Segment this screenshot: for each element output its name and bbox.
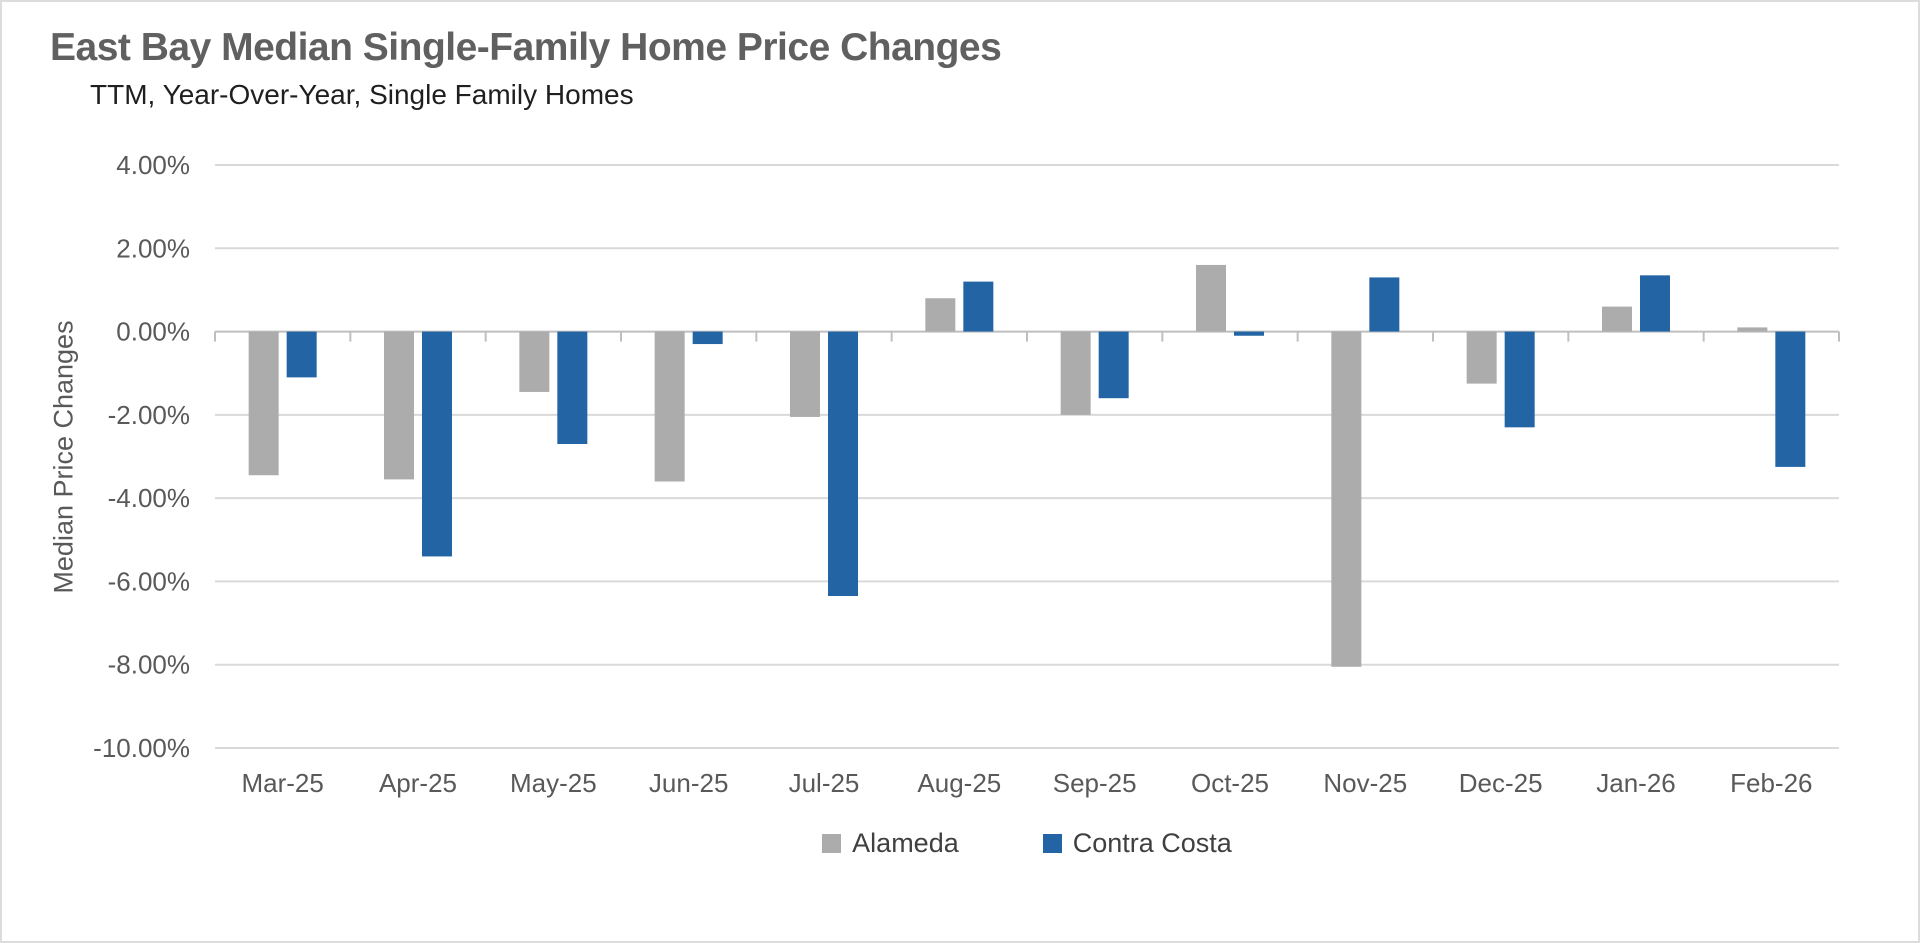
x-tick-label: Jun-25 <box>649 768 729 798</box>
bar-contra-costa-dec-25 <box>1504 331 1535 428</box>
y-tick-label: 2.00% <box>116 233 190 263</box>
bar-contra-costa-may-25 <box>557 331 588 445</box>
bar-contra-costa-jan-26 <box>1640 275 1670 332</box>
y-tick-label: -4.00% <box>108 483 190 513</box>
chart-subtitle: TTM, Year-Over-Year, Single Family Homes <box>90 79 634 110</box>
bar-contra-costa-aug-25 <box>963 281 994 332</box>
bar-alameda-sep-25 <box>1060 331 1091 415</box>
legend-item-alameda: Alameda <box>822 828 959 859</box>
x-tick-label: Mar-25 <box>241 768 323 798</box>
x-tick-label: Sep-25 <box>1053 768 1137 798</box>
legend-swatch-icon <box>1042 834 1062 853</box>
bar-contra-costa-sep-25 <box>1098 331 1129 399</box>
x-tick-label: Oct-25 <box>1191 768 1269 798</box>
bar-contra-costa-nov-25 <box>1369 277 1400 332</box>
chart-title: East Bay Median Single-Family Home Price… <box>50 26 1002 69</box>
bar-alameda-apr-25 <box>384 331 414 480</box>
x-tick-label: Apr-25 <box>379 768 457 798</box>
legend-item-contra-costa: Contra Costa <box>1042 828 1232 859</box>
y-tick-label: 4.00% <box>116 150 190 180</box>
bar-alameda-feb-26 <box>1737 327 1768 332</box>
y-tick-label: -2.00% <box>108 400 190 430</box>
chart-legend: Alameda Contra Costa <box>215 828 1839 859</box>
bar-alameda-jun-25 <box>654 331 685 482</box>
y-tick-label: -8.00% <box>108 650 190 680</box>
bar-contra-costa-jun-25 <box>692 331 723 345</box>
legend-label: Alameda <box>852 828 959 858</box>
bar-alameda-dec-25 <box>1466 331 1497 384</box>
bar-alameda-aug-25 <box>925 298 956 332</box>
y-tick-label: -10.00% <box>93 733 190 763</box>
bar-alameda-jan-26 <box>1602 306 1632 332</box>
legend-swatch-icon <box>822 834 842 853</box>
bar-contra-costa-apr-25 <box>422 331 452 557</box>
y-tick-label: 0.00% <box>116 317 190 347</box>
x-tick-label: Feb-26 <box>1730 768 1812 798</box>
x-tick-label: Nov-25 <box>1323 768 1407 798</box>
bar-contra-costa-oct-25 <box>1234 331 1264 336</box>
x-tick-label: Jan-26 <box>1596 768 1676 798</box>
y-tick-label: -6.00% <box>108 566 190 596</box>
bar-alameda-may-25 <box>519 331 550 392</box>
bar-contra-costa-feb-26 <box>1775 331 1806 467</box>
x-tick-label: May-25 <box>510 768 597 798</box>
bar-alameda-oct-25 <box>1196 264 1226 332</box>
x-tick-label: Dec-25 <box>1459 768 1543 798</box>
x-tick-label: Aug-25 <box>917 768 1001 798</box>
bar-alameda-jul-25 <box>790 331 820 417</box>
bar-alameda-nov-25 <box>1331 331 1362 667</box>
x-tick-label: Jul-25 <box>789 768 860 798</box>
bar-alameda-mar-25 <box>248 331 279 476</box>
legend-label: Contra Costa <box>1072 828 1232 858</box>
bar-contra-costa-jul-25 <box>828 331 858 597</box>
bar-contra-costa-mar-25 <box>286 331 317 378</box>
